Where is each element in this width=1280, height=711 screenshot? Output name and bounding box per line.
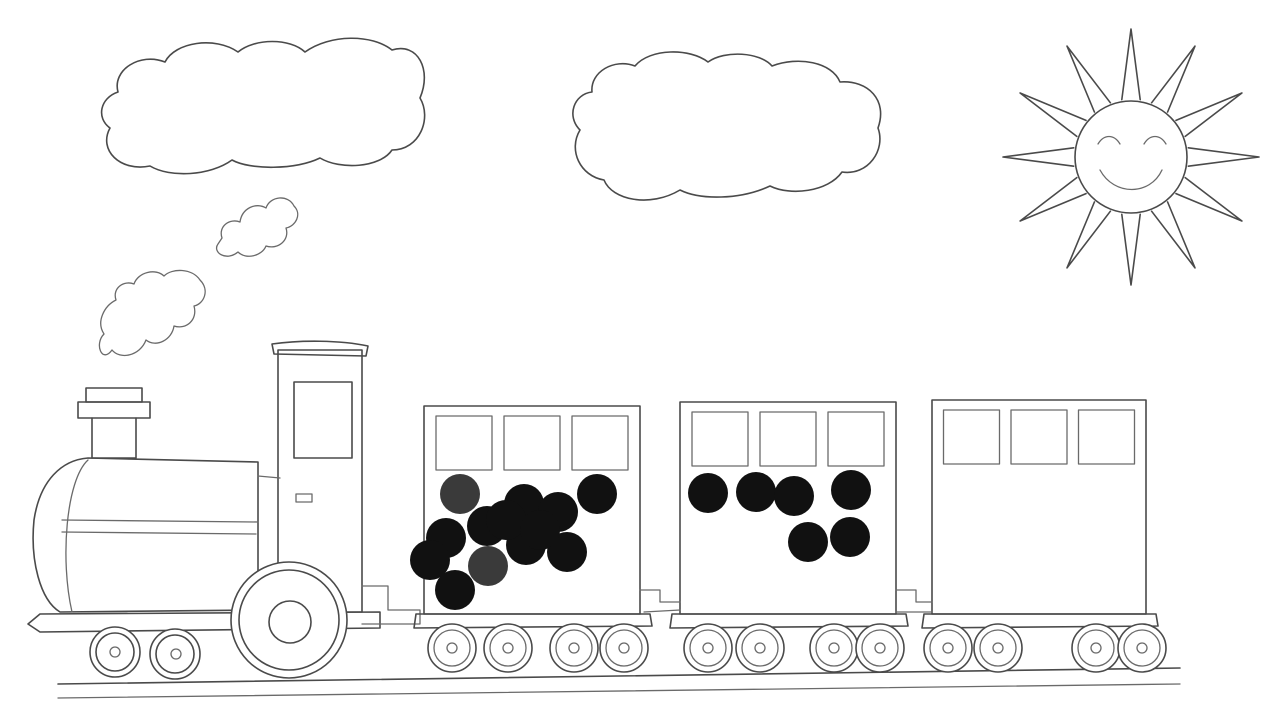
counter-dot [410, 540, 450, 580]
counter-dot [831, 470, 871, 510]
wagon-wheel [600, 624, 648, 672]
counter-dot [736, 472, 776, 512]
wagon-wheel [974, 624, 1022, 672]
counter-dot [520, 510, 560, 550]
wagon-wheel [550, 624, 598, 672]
counter-dot [486, 500, 526, 540]
wagon-wheel [736, 624, 784, 672]
wagon-wheel [684, 624, 732, 672]
counter-dot [440, 474, 480, 514]
counter-dot [468, 546, 508, 586]
wagon-wheel [810, 624, 858, 672]
counter-dot [577, 474, 617, 514]
wagon-wheel [1118, 624, 1166, 672]
wagon-wheel [428, 624, 476, 672]
counter-dot [688, 473, 728, 513]
wagon-wheel [924, 624, 972, 672]
wagon-wheel [1072, 624, 1120, 672]
wagon-wheel [856, 624, 904, 672]
counter-dot [774, 476, 814, 516]
wagon-wheel [484, 624, 532, 672]
counter-dot [788, 522, 828, 562]
counter-dot [830, 517, 870, 557]
